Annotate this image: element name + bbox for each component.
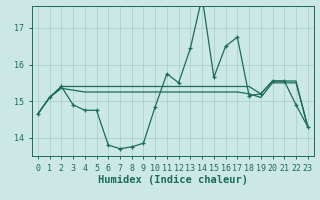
X-axis label: Humidex (Indice chaleur): Humidex (Indice chaleur) bbox=[98, 175, 248, 185]
